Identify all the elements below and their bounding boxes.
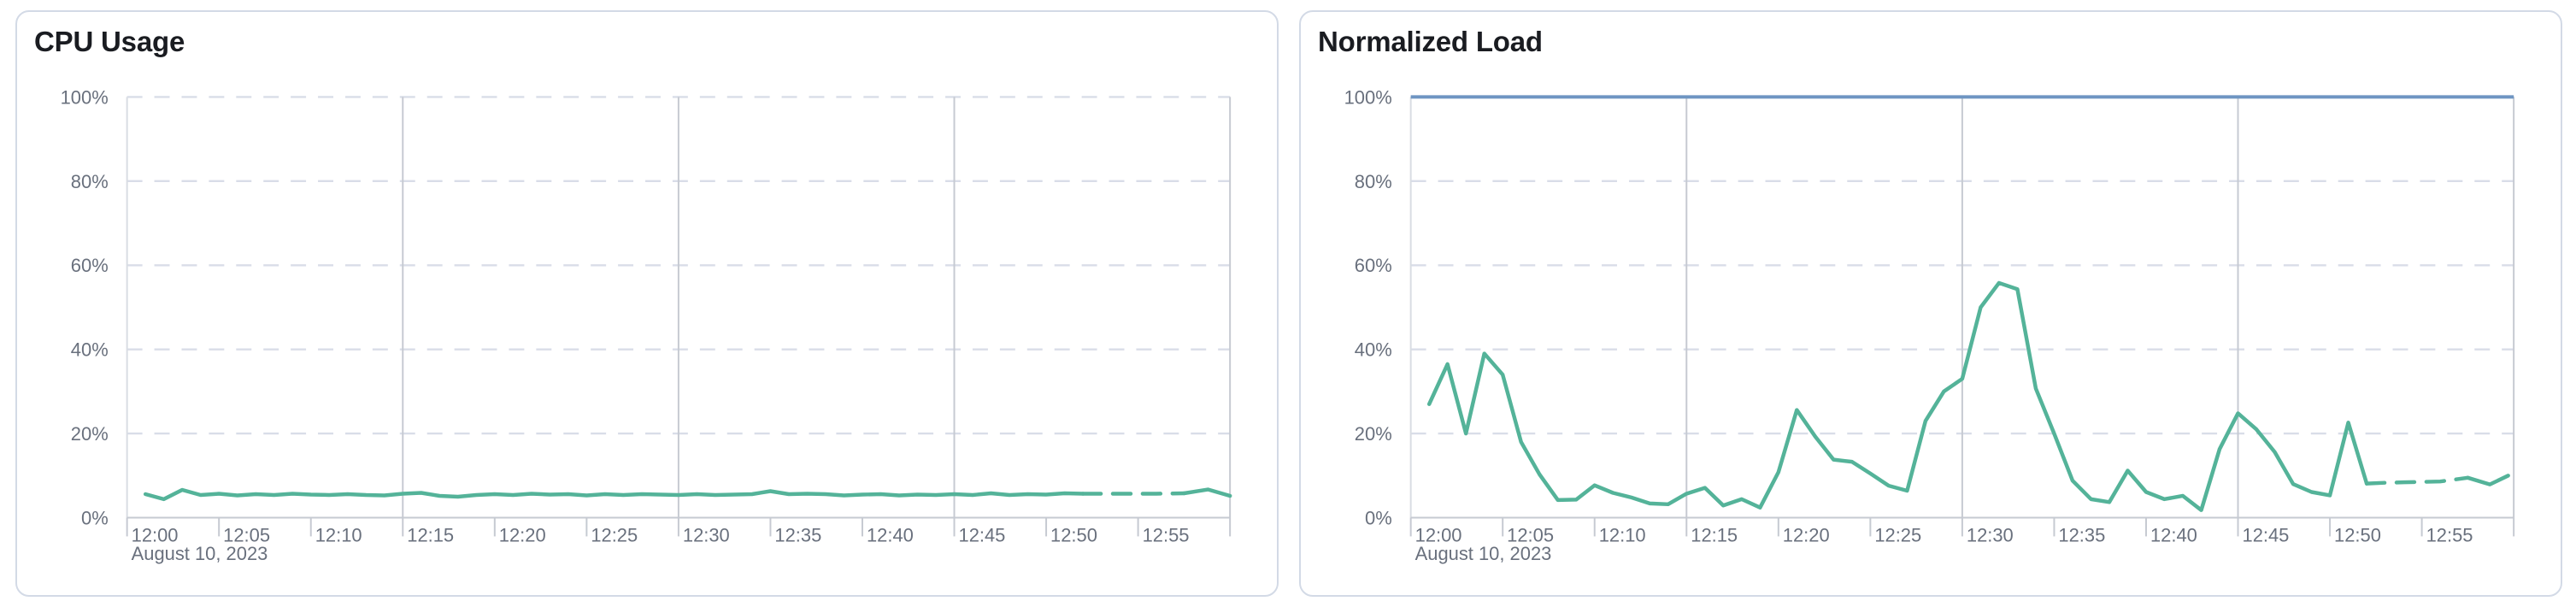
cpu-usage-chart[interactable]: 0% 20% 40% 60% 80% 100% 12:00 12:05 12:10 12:15 12…	[17, 12, 1277, 595]
x-tick-label: 12:55	[2426, 524, 2473, 545]
x-axis	[126, 516, 1232, 537]
panel-title-cpu-usage: CPU Usage	[34, 26, 185, 57]
x-tick-label: 12:45	[959, 524, 1006, 545]
x-tick-label: 12:15	[407, 524, 454, 545]
panel-title-normalized-load: Normalized Load	[1318, 26, 1543, 57]
x-tick-label: 12:10	[1599, 524, 1646, 545]
y-tick-label: 20%	[1355, 423, 1392, 445]
gridlines	[1409, 96, 2515, 518]
series-line-dashed	[2364, 475, 2470, 486]
cpu-usage-panel: 0% 20% 40% 60% 80% 100% 12:00 12:05 12:10 12:15 12…	[15, 10, 1279, 597]
y-tick-label: 0%	[81, 508, 109, 529]
y-tick-label: 40%	[71, 339, 109, 361]
x-axis-labels: 12:00 12:05 12:10 12:15 12:20 12:25 12:30 12:35…	[1415, 524, 2473, 564]
x-tick-label: 12:40	[867, 524, 914, 545]
x-tick-label: 12:05	[223, 524, 270, 545]
x-tick-label: 12:00	[1415, 524, 1462, 545]
normalized-load-chart[interactable]: 0% 20% 40% 60% 80% 100% 12:00 12:05 12:10 12:15 12…	[1301, 12, 2561, 595]
x-tick-label: 12:50	[2334, 524, 2381, 545]
gridlines	[126, 96, 1232, 518]
x-tick-label: 12:30	[1967, 524, 2014, 545]
y-tick-label: 0%	[1365, 508, 1392, 529]
y-tick-label: 20%	[71, 423, 109, 445]
series-cpu-usage	[143, 487, 1232, 502]
x-tick-label: 12:20	[499, 524, 546, 545]
x-tick-label: 12:50	[1050, 524, 1097, 545]
x-tick-label: 12:00	[132, 524, 179, 545]
normalized-load-chart-svg[interactable]: 0%20%40%60%80%100%12:00 12:05 12:10 12:15 12…	[1301, 12, 2561, 595]
x-tick-label: 12:15	[1691, 524, 1738, 545]
x-tick-label: 12:35	[774, 524, 821, 545]
series-line-tail	[2466, 474, 2510, 486]
y-tick-label: 40%	[1355, 339, 1392, 361]
y-tick-label: 60%	[1355, 255, 1392, 276]
y-tick-label: 100%	[61, 86, 109, 108]
y-tick-label: 60%	[71, 255, 109, 276]
y-tick-label: 100%	[1344, 86, 1392, 108]
x-tick-label: 12:35	[2058, 524, 2105, 545]
x-tick-label: 12:25	[591, 524, 638, 545]
x-axis-date-label: August 10, 2023	[132, 543, 268, 564]
x-axis	[1409, 516, 2515, 537]
y-tick-label: 80%	[71, 171, 109, 192]
x-axis-date-label: August 10, 2023	[1415, 543, 1552, 564]
x-tick-label: 12:25	[1874, 524, 1921, 545]
x-tick-label: 12:10	[315, 524, 362, 545]
series-line-solid	[143, 487, 1085, 502]
x-tick-label: 12:40	[2150, 524, 2197, 545]
cpu-usage-chart-svg[interactable]: 0%20%40%60%80%100%12:00 12:05 12:10 12:15 12…	[17, 12, 1277, 595]
series-line-tail	[1182, 487, 1232, 498]
x-axis-labels: 12:00 12:05 12:10 12:15 12:20 12:25 12:30 12:35…	[132, 524, 1190, 564]
series-normalized-load	[1426, 280, 2510, 512]
x-tick-label: 12:20	[1783, 524, 1830, 545]
y-axis-labels: 0% 20% 40% 60% 80% 100%	[61, 86, 109, 528]
x-tick-label: 12:05	[1507, 524, 1554, 545]
normalized-load-panel: 0% 20% 40% 60% 80% 100% 12:00 12:05 12:10 12:15 12…	[1299, 10, 2562, 597]
x-tick-label: 12:45	[2243, 524, 2290, 545]
x-tick-label: 12:55	[1143, 524, 1190, 545]
y-tick-label: 80%	[1355, 171, 1392, 192]
y-axis-labels: 0% 20% 40% 60% 80% 100%	[1344, 86, 1392, 528]
series-line-solid	[1426, 280, 2369, 512]
x-tick-label: 12:30	[683, 524, 730, 545]
